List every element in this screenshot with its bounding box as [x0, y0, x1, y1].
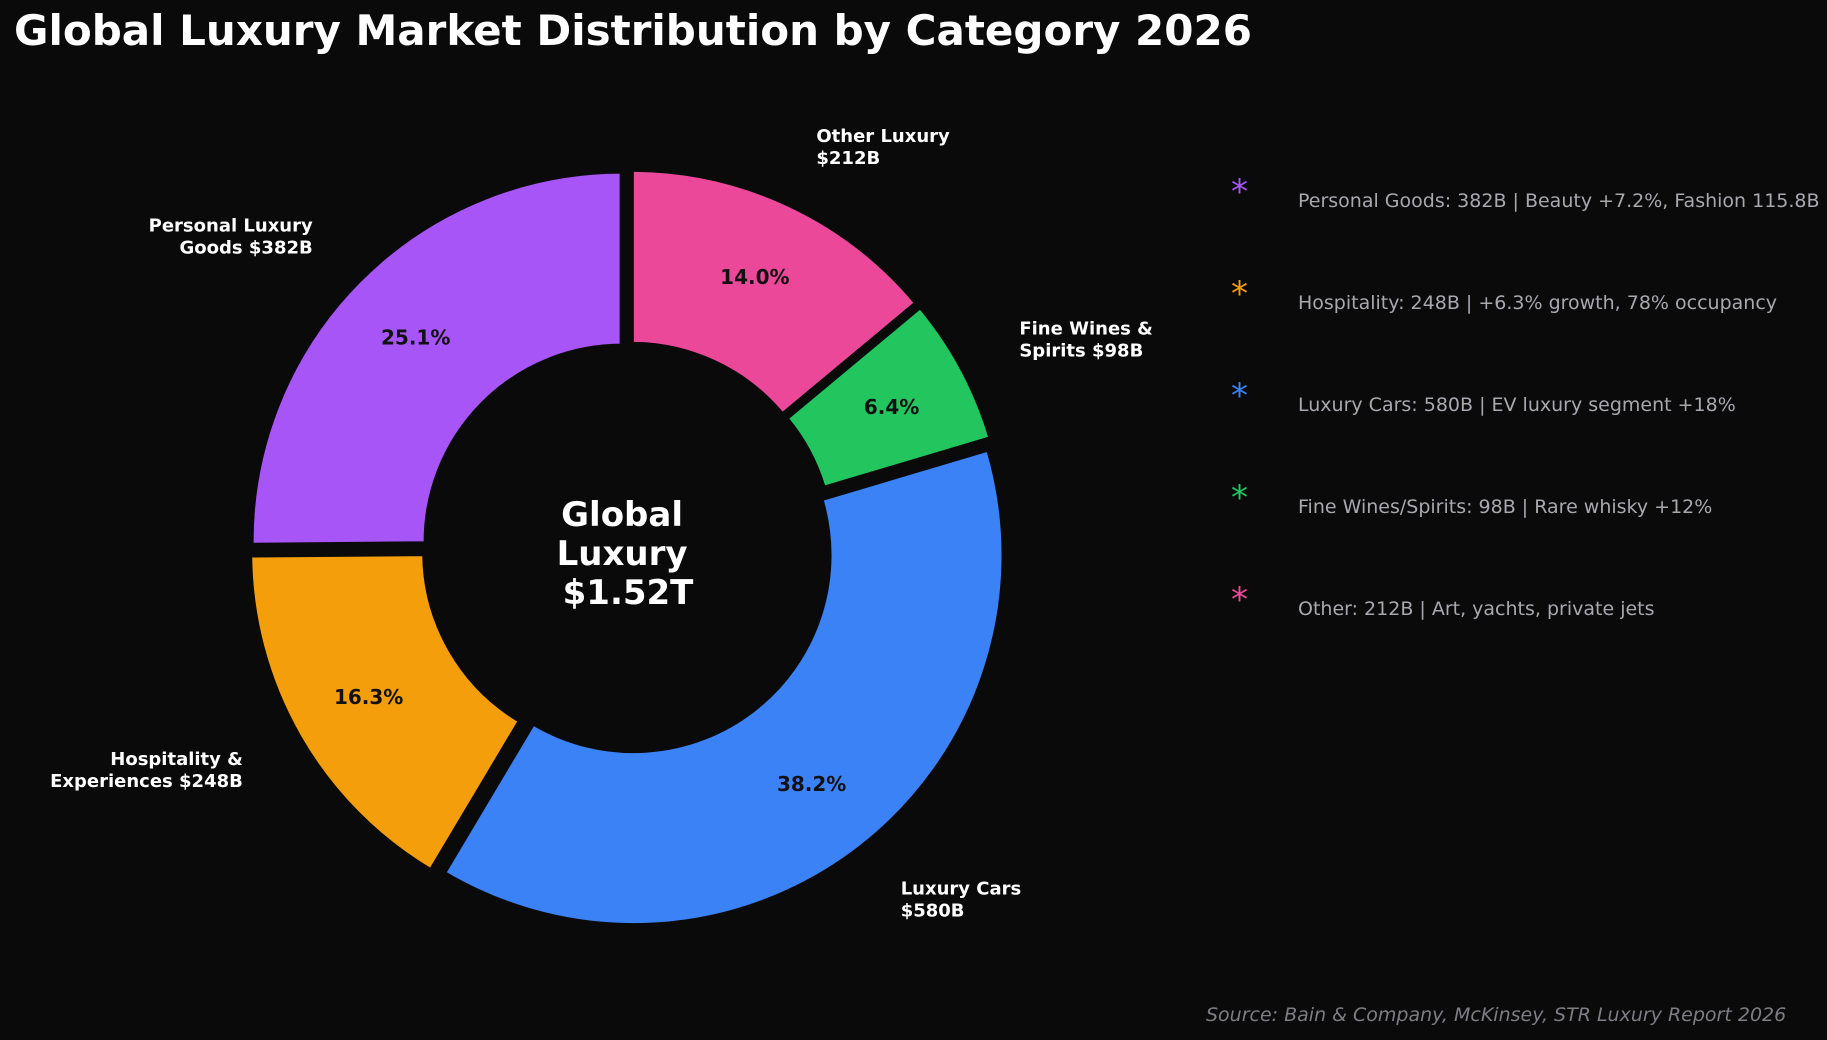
slice-category-label-line: Luxury Cars — [901, 878, 1022, 899]
slice-category-label-line: $580B — [901, 900, 965, 921]
legend-star-icon: * — [1231, 172, 1248, 212]
center-label-line: Luxury — [557, 534, 688, 574]
center-label: Global Luxury $1.52T — [557, 495, 700, 613]
legend-text: Hospitality: 248B | +6.3% growth, 78% oc… — [1298, 292, 1778, 314]
slice-category-label-line: $212B — [816, 148, 880, 169]
slice-category-label: Hospitality & Experiences $248B — [50, 749, 243, 792]
donut-slice — [248, 552, 523, 874]
slice-category-label-line: Experiences $248B — [50, 771, 243, 792]
legend-text: Luxury Cars: 580B | EV luxury segment +1… — [1298, 394, 1736, 416]
legend-star-icon: * — [1231, 580, 1248, 620]
source-note: Source: Bain & Company, McKinsey, STR Lu… — [1206, 1004, 1787, 1026]
legend-star-icon: * — [1231, 376, 1248, 416]
slice-category-label-line: Spirits $98B — [1019, 340, 1143, 361]
legend-star-icon: * — [1231, 274, 1248, 314]
slice-category-label-line: Hospitality & — [110, 749, 243, 770]
slice-category-label-line: Fine Wines & — [1019, 318, 1152, 339]
slice-percent-label: 6.4% — [864, 395, 919, 419]
donut-slice — [441, 447, 1006, 928]
slice-category-label-line: Goods $382B — [180, 237, 313, 258]
slice-category-label: Personal Luxury Goods $382B — [149, 215, 313, 258]
slice-category-label-line: Personal Luxury — [149, 215, 313, 236]
legend-text: Fine Wines/Spirits: 98B | Rare whisky +1… — [1298, 496, 1713, 518]
labels-layer: 25.1% Personal Luxury Goods $382B 16.3% Hosp… — [50, 126, 1153, 921]
center-label-line: $1.52T — [563, 573, 695, 613]
center-label-line: Global — [561, 495, 683, 535]
legend-item: * Fine Wines/Spirits: 98B | Rare whisky … — [1225, 476, 1825, 526]
chart-title: Global Luxury Market Distribution by Cat… — [14, 6, 1252, 55]
slice-category-label: Fine Wines & Spirits $98B — [1019, 318, 1152, 361]
donut-slice — [249, 169, 624, 547]
legend-item: * Luxury Cars: 580B | EV luxury segment … — [1225, 374, 1825, 424]
legend-item: * Hospitality: 248B | +6.3% growth, 78% … — [1225, 272, 1825, 322]
legend-text: Other: 212B | Art, yachts, private jets — [1298, 598, 1655, 620]
slice-category-label-line: Other Luxury — [816, 126, 950, 147]
legend-item: * Personal Goods: 382B | Beauty +7.2%, F… — [1225, 170, 1825, 220]
slice-percent-label: 16.3% — [334, 685, 403, 709]
donut-slice — [629, 167, 919, 418]
slice-percent-label: 38.2% — [777, 772, 846, 796]
slice-percent-label: 14.0% — [720, 265, 789, 289]
donut-slice — [783, 304, 994, 491]
slice-percent-label: 25.1% — [381, 325, 450, 349]
legend-item: * Other: 212B | Art, yachts, private jet… — [1225, 578, 1825, 628]
legend-star-icon: * — [1231, 478, 1248, 518]
slice-category-label: Other Luxury $212B — [816, 126, 950, 169]
slice-category-label: Luxury Cars $580B — [901, 878, 1022, 921]
legend-text: Personal Goods: 382B | Beauty +7.2%, Fas… — [1298, 190, 1820, 212]
slices-layer — [248, 167, 1006, 928]
